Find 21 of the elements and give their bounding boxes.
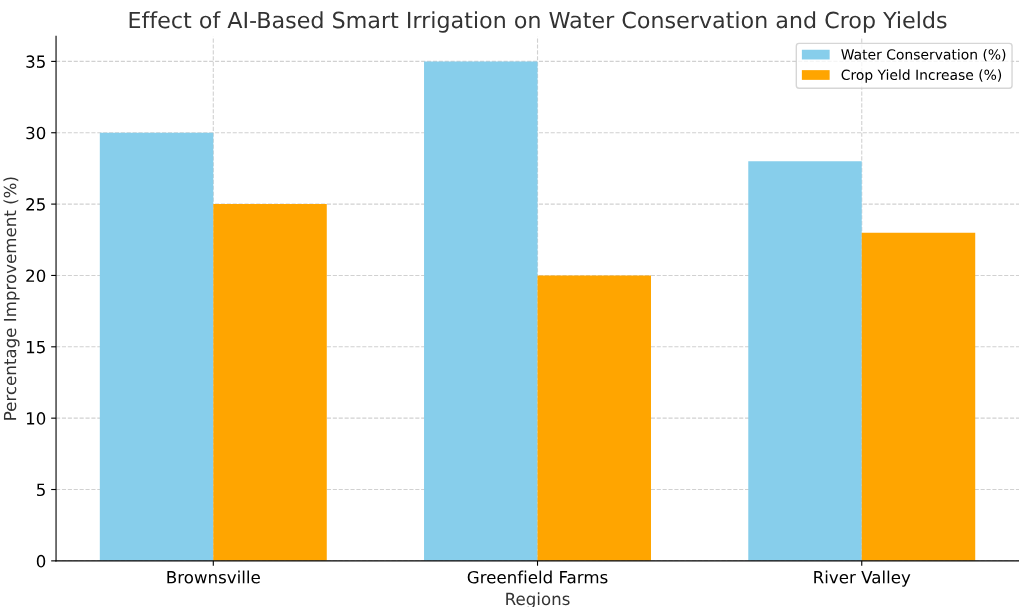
y-tick-label: 25 <box>26 198 45 211</box>
y-tick-label: 15 <box>26 340 45 354</box>
x-tick-label: Greenfield Farms <box>467 570 608 584</box>
bar <box>99 132 214 561</box>
y-tick-label: 5 <box>37 483 45 497</box>
y-axis-title: Percentage Improvement (%) <box>3 177 20 420</box>
x-tick-label: Brownsville <box>167 570 260 584</box>
bar <box>213 204 327 561</box>
bar <box>861 232 976 561</box>
bar <box>424 61 538 561</box>
y-tick-label: 10 <box>26 412 46 425</box>
chart-title: Effect of AI-Based Smart Irrigation on Water Conservation and Crop Yields <box>129 11 947 33</box>
y-tick-label: 30 <box>26 126 46 140</box>
legend-label: Crop Yield Increase (%) <box>841 69 1002 83</box>
y-tick-label: 20 <box>26 269 46 283</box>
bar <box>537 275 651 561</box>
legend-label: Water Conservation (%) <box>841 48 1006 62</box>
bar <box>748 161 862 561</box>
y-tick-label: 35 <box>26 55 45 68</box>
x-tick-label: River Valley <box>814 570 911 587</box>
y-tick-label: 0 <box>36 554 46 568</box>
